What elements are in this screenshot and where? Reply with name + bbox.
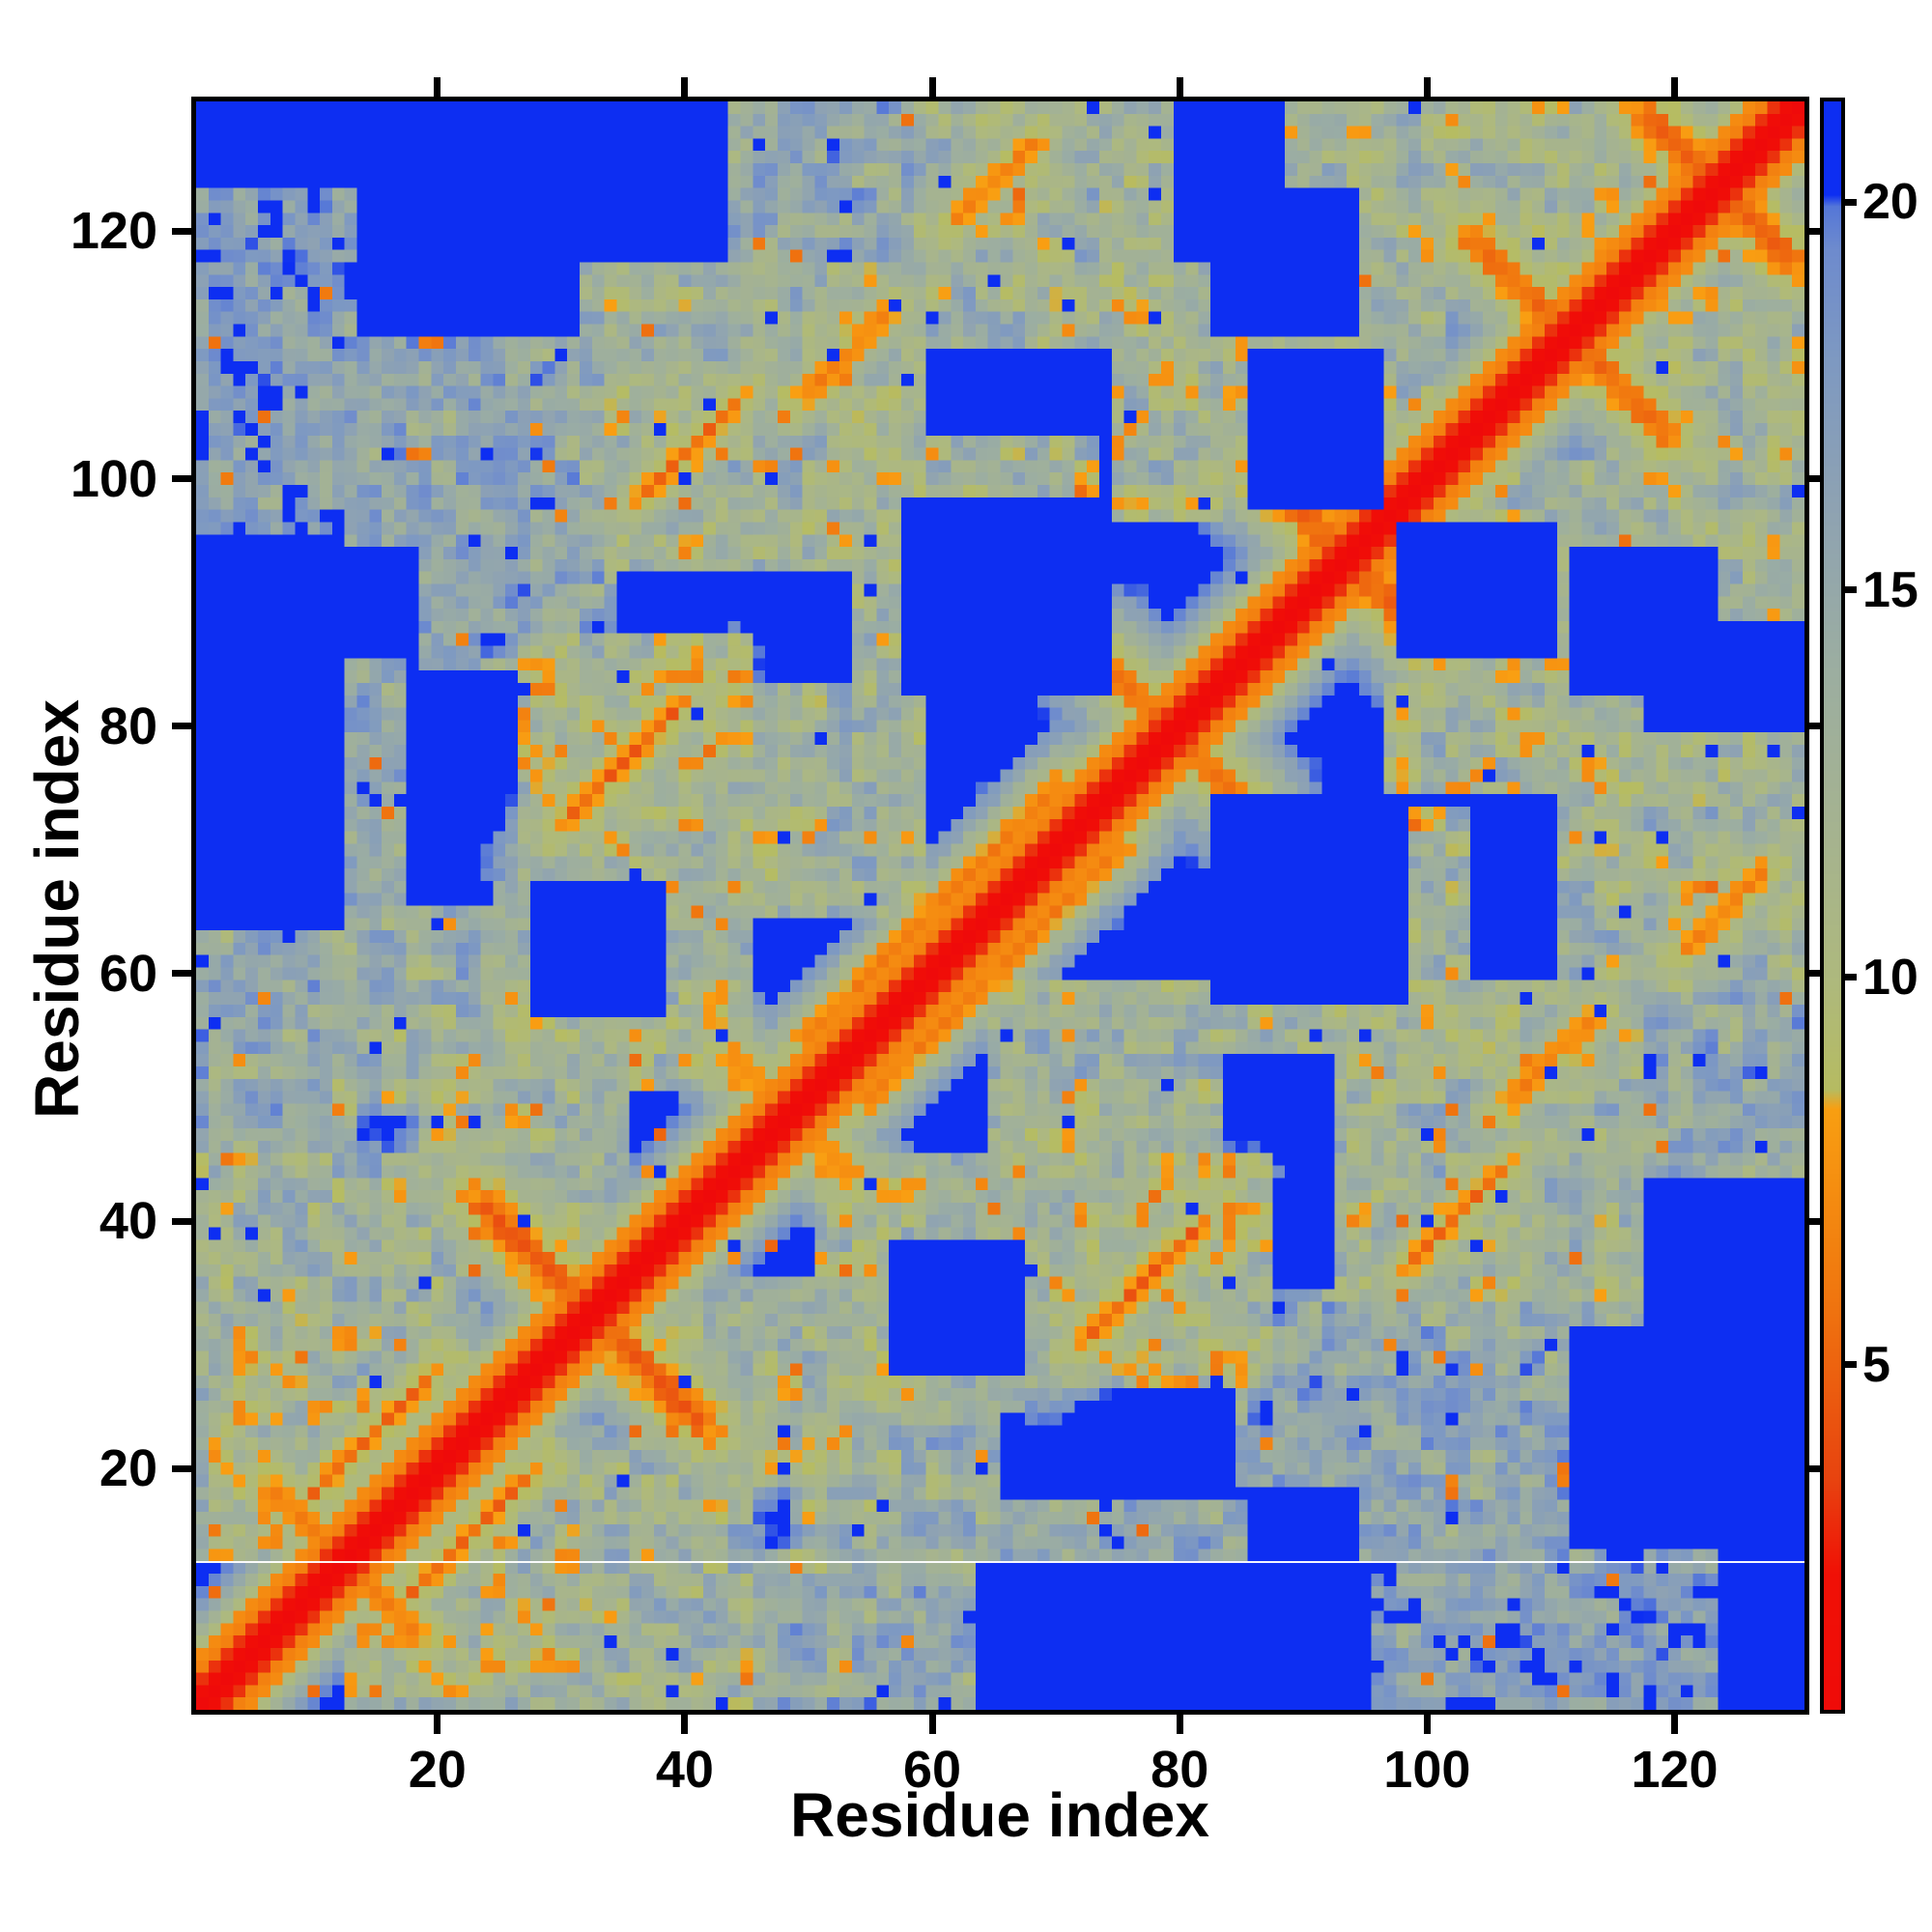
x-tick-label: 80	[1151, 1741, 1209, 1799]
x-tick-mark	[928, 1715, 936, 1734]
x-tick-label: 100	[1383, 1741, 1471, 1799]
y-tick-mark	[1809, 475, 1829, 483]
x-tick-mark	[928, 77, 936, 97]
colorbar-tick-mark	[1841, 974, 1857, 981]
y-tick-mark	[1809, 970, 1829, 978]
x-tick-mark	[434, 77, 441, 97]
x-axis-title: Residue index	[790, 1780, 1209, 1850]
x-tick-mark	[1176, 1715, 1183, 1734]
colorbar-tick-label: 20	[1862, 174, 1918, 231]
y-tick-label: 20	[99, 1439, 157, 1498]
y-tick-label: 80	[99, 696, 157, 755]
x-tick-label: 20	[408, 1741, 467, 1799]
distance-matrix-heatmap	[196, 101, 1804, 1710]
y-tick-mark	[1809, 723, 1829, 730]
y-tick-mark	[172, 227, 191, 235]
x-tick-mark	[1423, 77, 1431, 97]
y-tick-mark	[1809, 1464, 1829, 1472]
y-axis-title: Residue index	[22, 699, 92, 1119]
colorbar-tick-mark	[1841, 1361, 1857, 1369]
y-tick-mark	[172, 475, 191, 483]
y-tick-label: 40	[99, 1192, 157, 1251]
x-tick-label: 60	[903, 1741, 962, 1799]
colorbar-gradient	[1824, 101, 1841, 1710]
y-tick-mark	[172, 970, 191, 978]
colorbar-tick-label: 10	[1862, 949, 1918, 1006]
colorbar-tick-label: 15	[1862, 561, 1918, 618]
y-tick-label: 100	[70, 449, 157, 508]
x-tick-mark	[681, 1715, 689, 1734]
colorbar-tick-mark	[1841, 586, 1857, 594]
x-tick-mark	[1671, 77, 1679, 97]
x-tick-mark	[1176, 77, 1183, 97]
y-tick-label: 120	[70, 202, 157, 261]
colorbar-tick-mark	[1841, 198, 1857, 206]
y-tick-mark	[1809, 227, 1829, 235]
colorbar-frame	[1820, 98, 1845, 1714]
y-tick-mark	[1809, 1217, 1829, 1225]
x-tick-mark	[1671, 1715, 1679, 1734]
y-tick-mark	[172, 1464, 191, 1472]
colorbar-tick-label: 5	[1862, 1336, 1890, 1393]
x-tick-mark	[434, 1715, 441, 1734]
x-tick-mark	[1423, 1715, 1431, 1734]
x-tick-mark	[681, 77, 689, 97]
y-tick-label: 60	[99, 944, 157, 1003]
render-artifact-line	[196, 1561, 1804, 1563]
x-tick-label: 40	[655, 1741, 714, 1799]
y-tick-mark	[172, 1217, 191, 1225]
x-tick-label: 120	[1631, 1741, 1719, 1799]
y-tick-mark	[172, 723, 191, 730]
